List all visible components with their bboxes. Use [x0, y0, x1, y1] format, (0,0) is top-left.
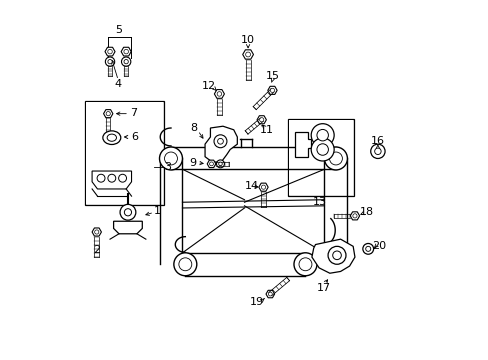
Circle shape	[108, 174, 116, 182]
Text: 5: 5	[115, 25, 122, 35]
Circle shape	[245, 52, 250, 57]
Circle shape	[106, 112, 110, 116]
Circle shape	[293, 253, 316, 276]
Ellipse shape	[102, 131, 121, 144]
Circle shape	[316, 130, 328, 141]
Text: 17: 17	[316, 283, 330, 293]
Text: 16: 16	[370, 136, 384, 146]
Text: 14: 14	[245, 181, 259, 191]
Polygon shape	[242, 50, 253, 59]
Polygon shape	[265, 290, 274, 298]
Circle shape	[329, 152, 342, 165]
Circle shape	[352, 214, 356, 218]
Polygon shape	[204, 126, 237, 162]
Circle shape	[327, 246, 346, 264]
Circle shape	[316, 144, 328, 155]
Polygon shape	[267, 86, 277, 94]
Circle shape	[107, 49, 112, 54]
Polygon shape	[121, 47, 131, 56]
Polygon shape	[349, 212, 359, 220]
Circle shape	[159, 147, 182, 170]
Circle shape	[95, 230, 99, 234]
Text: 2: 2	[93, 245, 100, 255]
Circle shape	[124, 209, 131, 216]
Circle shape	[310, 124, 333, 147]
Circle shape	[270, 88, 274, 93]
Text: 7: 7	[129, 108, 137, 118]
Circle shape	[332, 251, 341, 260]
Polygon shape	[207, 160, 215, 168]
Text: 8: 8	[190, 123, 197, 133]
Circle shape	[217, 92, 221, 96]
Circle shape	[370, 144, 384, 158]
Text: 9: 9	[188, 158, 196, 168]
Circle shape	[216, 160, 224, 168]
Circle shape	[174, 253, 196, 276]
Text: 1: 1	[154, 206, 161, 216]
Text: 15: 15	[265, 71, 280, 81]
Circle shape	[209, 162, 213, 166]
Text: 6: 6	[131, 132, 138, 142]
Circle shape	[362, 243, 373, 254]
Circle shape	[164, 152, 177, 165]
Circle shape	[218, 162, 222, 166]
Circle shape	[310, 138, 333, 161]
Polygon shape	[113, 221, 142, 234]
Circle shape	[261, 185, 265, 189]
Text: 20: 20	[371, 241, 385, 251]
Text: 11: 11	[259, 125, 273, 135]
Text: 12: 12	[201, 81, 215, 91]
Circle shape	[217, 138, 223, 144]
Text: 4: 4	[115, 79, 122, 89]
Polygon shape	[258, 183, 267, 191]
Polygon shape	[294, 132, 310, 157]
Circle shape	[119, 174, 126, 182]
Polygon shape	[105, 47, 115, 56]
Circle shape	[121, 57, 131, 66]
Circle shape	[298, 258, 311, 271]
Polygon shape	[92, 228, 101, 236]
Polygon shape	[92, 171, 131, 189]
Circle shape	[214, 135, 226, 148]
Circle shape	[105, 57, 115, 66]
FancyBboxPatch shape	[86, 102, 163, 204]
Polygon shape	[214, 90, 224, 98]
Circle shape	[120, 204, 136, 220]
Text: 18: 18	[359, 207, 373, 217]
Circle shape	[268, 292, 272, 296]
FancyBboxPatch shape	[287, 119, 353, 196]
Polygon shape	[103, 109, 113, 118]
Circle shape	[124, 59, 128, 64]
Polygon shape	[257, 116, 266, 124]
FancyBboxPatch shape	[85, 101, 163, 205]
Ellipse shape	[107, 134, 116, 141]
Circle shape	[324, 147, 346, 170]
Text: 3: 3	[163, 162, 170, 172]
Text: 10: 10	[241, 35, 255, 45]
Circle shape	[365, 246, 370, 251]
Circle shape	[259, 118, 263, 122]
Polygon shape	[311, 239, 354, 273]
Text: 19: 19	[249, 297, 264, 307]
Circle shape	[97, 174, 105, 182]
Circle shape	[123, 49, 128, 54]
Circle shape	[108, 59, 112, 64]
Text: 13: 13	[312, 197, 326, 207]
Circle shape	[179, 258, 191, 271]
Circle shape	[374, 148, 380, 154]
FancyBboxPatch shape	[288, 120, 352, 195]
